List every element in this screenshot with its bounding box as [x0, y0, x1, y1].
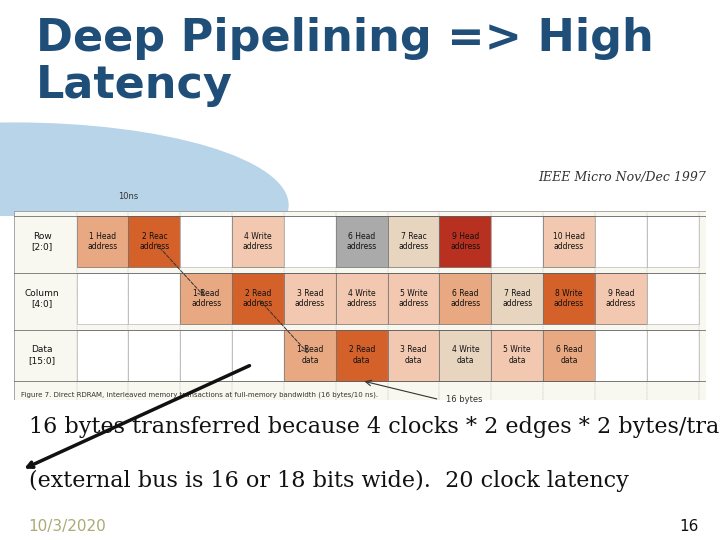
Text: 7 Reac
address: 7 Reac address — [398, 232, 428, 252]
Text: 7 Read
address: 7 Read address — [502, 289, 532, 308]
FancyBboxPatch shape — [76, 329, 128, 381]
FancyBboxPatch shape — [647, 329, 698, 381]
Text: 3 Read
address: 3 Read address — [294, 289, 325, 308]
Text: 1 Read
data: 1 Read data — [297, 346, 323, 365]
FancyBboxPatch shape — [491, 273, 543, 324]
Text: Deep Pipelining => High
Latency: Deep Pipelining => High Latency — [36, 17, 654, 107]
FancyBboxPatch shape — [232, 217, 284, 267]
FancyBboxPatch shape — [336, 273, 387, 324]
Text: IEEE Micro Nov/Dec 1997: IEEE Micro Nov/Dec 1997 — [538, 171, 706, 184]
FancyBboxPatch shape — [439, 217, 491, 267]
FancyBboxPatch shape — [647, 273, 698, 324]
FancyBboxPatch shape — [284, 273, 336, 324]
FancyBboxPatch shape — [595, 329, 647, 381]
FancyBboxPatch shape — [387, 273, 439, 324]
FancyBboxPatch shape — [543, 329, 595, 381]
FancyBboxPatch shape — [128, 217, 180, 267]
Text: Column
[4:0]: Column [4:0] — [24, 289, 59, 308]
FancyBboxPatch shape — [647, 217, 698, 267]
Text: 16 bytes: 16 bytes — [446, 395, 483, 404]
FancyBboxPatch shape — [439, 273, 491, 324]
Text: 5 Write
address: 5 Write address — [398, 289, 428, 308]
Text: 10 Head
address: 10 Head address — [553, 232, 585, 252]
FancyBboxPatch shape — [543, 217, 595, 267]
FancyBboxPatch shape — [336, 329, 387, 381]
Text: 2 Read
data: 2 Read data — [348, 346, 375, 365]
Text: 9 Head
address: 9 Head address — [450, 232, 480, 252]
Text: 4 Write
address: 4 Write address — [243, 232, 273, 252]
FancyBboxPatch shape — [128, 273, 180, 324]
FancyBboxPatch shape — [128, 329, 180, 381]
FancyBboxPatch shape — [180, 217, 232, 267]
FancyBboxPatch shape — [180, 273, 232, 324]
FancyBboxPatch shape — [491, 329, 543, 381]
Text: 4 Write
data: 4 Write data — [451, 346, 480, 365]
FancyBboxPatch shape — [76, 217, 128, 267]
Text: 1 Head
address: 1 Head address — [87, 232, 117, 252]
FancyBboxPatch shape — [595, 273, 647, 324]
FancyBboxPatch shape — [387, 217, 439, 267]
Text: 6 Read
data: 6 Read data — [556, 346, 582, 365]
Text: Figure 7. Direct RDRAM, interleaved memory transactions at full-memory bandwidth: Figure 7. Direct RDRAM, interleaved memo… — [22, 391, 379, 397]
FancyBboxPatch shape — [439, 329, 491, 381]
FancyBboxPatch shape — [76, 273, 128, 324]
Text: 16: 16 — [679, 519, 698, 535]
Text: 10ns: 10ns — [118, 192, 138, 201]
Text: 2 Read
address: 2 Read address — [243, 289, 273, 308]
Text: Data
[15:0]: Data [15:0] — [29, 346, 55, 365]
Circle shape — [0, 123, 288, 287]
FancyBboxPatch shape — [232, 329, 284, 381]
FancyBboxPatch shape — [232, 273, 284, 324]
Text: 6 Head
address: 6 Head address — [346, 232, 377, 252]
Text: 4 Write
address: 4 Write address — [346, 289, 377, 308]
Text: 2 Reac
address: 2 Reac address — [139, 232, 169, 252]
Text: 10/3/2020: 10/3/2020 — [29, 519, 107, 535]
FancyBboxPatch shape — [595, 217, 647, 267]
Text: 9 Read
address: 9 Read address — [606, 289, 636, 308]
FancyBboxPatch shape — [284, 217, 336, 267]
FancyBboxPatch shape — [336, 217, 387, 267]
FancyBboxPatch shape — [543, 273, 595, 324]
Text: 8 Write
address: 8 Write address — [554, 289, 584, 308]
FancyBboxPatch shape — [14, 211, 706, 400]
Text: (external bus is 16 or 18 bits wide).  20 clock latency: (external bus is 16 or 18 bits wide). 20… — [29, 470, 629, 492]
FancyBboxPatch shape — [284, 329, 336, 381]
Text: Row
[2:0]: Row [2:0] — [32, 232, 53, 252]
Text: 16 bytes transferred because 4 clocks * 2 edges * 2 bytes/transfer: 16 bytes transferred because 4 clocks * … — [29, 416, 720, 438]
FancyBboxPatch shape — [491, 217, 543, 267]
Text: 5 Write
data: 5 Write data — [503, 346, 531, 365]
Text: 6 Read
address: 6 Read address — [450, 289, 480, 308]
FancyBboxPatch shape — [180, 329, 232, 381]
FancyBboxPatch shape — [387, 329, 439, 381]
Text: 3 Read
data: 3 Read data — [400, 346, 427, 365]
Text: 1 Read
address: 1 Read address — [191, 289, 221, 308]
